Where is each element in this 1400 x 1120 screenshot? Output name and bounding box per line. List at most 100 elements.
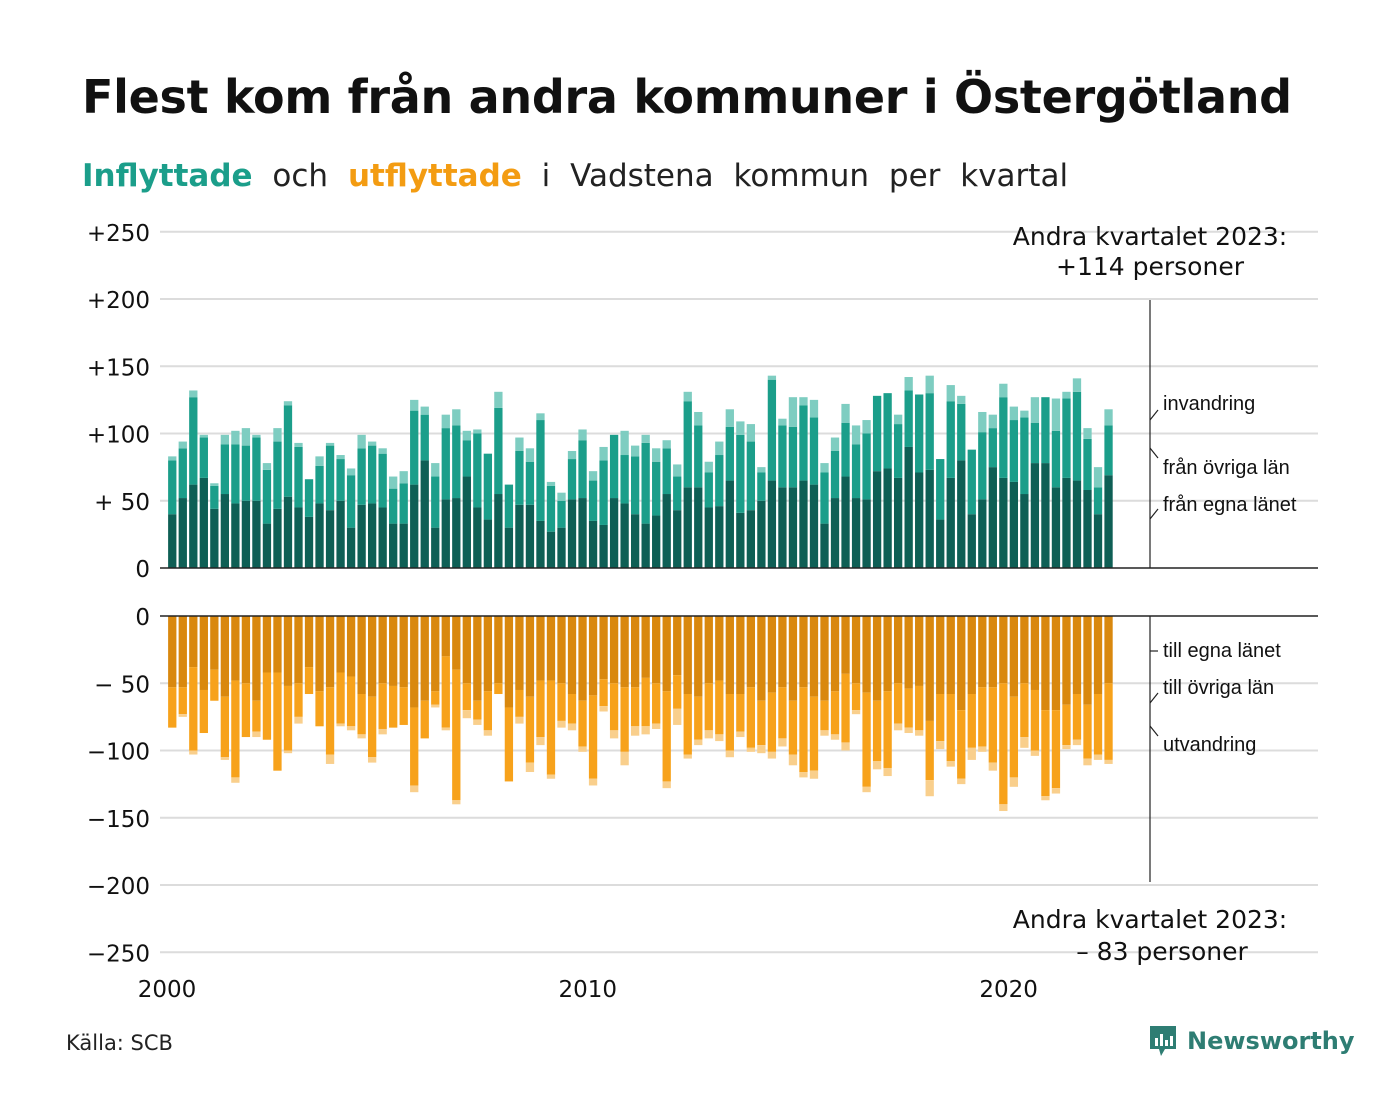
bar-fran-ovriga-lan <box>399 483 408 524</box>
bar-till-egna-lanet <box>1009 616 1019 697</box>
annotation-top-line1: Andra kvartalet 2023: <box>1013 222 1287 251</box>
bar-utvandring <box>715 734 724 742</box>
bar-till-ovriga-lan <box>231 680 240 778</box>
bar-utvandring <box>872 761 882 770</box>
bar-utvandring <box>978 746 987 752</box>
bar-till-egna-lanet <box>357 616 366 695</box>
bar-fran-ovriga-lan <box>420 414 429 461</box>
bar-till-ovriga-lan <box>452 669 461 801</box>
bar-fran-ovriga-lan <box>883 393 892 469</box>
bar-utvandring <box>673 708 682 725</box>
bar-till-egna-lanet <box>546 616 556 681</box>
bar-till-ovriga-lan <box>767 692 777 752</box>
bar-till-egna-lanet <box>893 616 903 684</box>
bar-invandring <box>283 401 293 406</box>
bar-till-ovriga-lan <box>620 687 629 752</box>
bar-invandring <box>673 464 682 477</box>
bar-till-ovriga-lan <box>515 689 524 717</box>
bar-invandring <box>1051 398 1061 431</box>
bar-fran-egna-lanet <box>1030 463 1040 568</box>
bar-utvandring <box>630 726 640 736</box>
bar-invandring <box>588 471 598 481</box>
bar-utvandring <box>736 731 745 738</box>
bar-invandring <box>557 492 566 501</box>
bar-fran-egna-lanet <box>325 510 335 568</box>
bar-utvandring <box>1030 750 1040 756</box>
bar-utvandring <box>557 720 566 728</box>
bar-till-egna-lanet <box>178 616 187 688</box>
bar-invandring <box>904 377 913 391</box>
bar-fran-egna-lanet <box>283 496 293 568</box>
bar-fran-ovriga-lan <box>1093 487 1103 515</box>
bar-till-ovriga-lan <box>178 687 187 715</box>
bar-utvandring <box>452 800 461 805</box>
bar-till-egna-lanet <box>630 616 640 688</box>
bar-till-egna-lanet <box>410 616 419 708</box>
bar-invandring <box>420 406 429 415</box>
bar-utvandring <box>883 767 892 777</box>
bar-utvandring <box>578 746 587 752</box>
bar-fran-ovriga-lan <box>557 500 566 528</box>
bar-invandring <box>599 446 608 461</box>
bar-utvandring <box>662 781 671 789</box>
bar-till-egna-lanet <box>957 616 966 711</box>
bar-fran-egna-lanet <box>673 510 682 568</box>
bar-fran-egna-lanet <box>978 499 987 568</box>
bar-invandring <box>778 418 787 426</box>
bar-till-egna-lanet <box>304 616 314 668</box>
bar-fran-ovriga-lan <box>494 407 503 495</box>
bar-invandring <box>1093 467 1103 488</box>
legend-till-ovriga-lan: till övriga län <box>1163 677 1274 699</box>
bar-invandring <box>630 445 640 457</box>
bar-fran-egna-lanet <box>231 503 240 568</box>
bar-fran-egna-lanet <box>515 504 524 568</box>
bar-fran-egna-lanet <box>536 520 545 568</box>
bar-till-egna-lanet <box>473 616 482 701</box>
bar-invandring <box>273 428 282 442</box>
bar-till-egna-lanet <box>652 616 661 684</box>
bar-fran-ovriga-lan <box>546 485 556 532</box>
bar-till-ovriga-lan <box>788 700 798 755</box>
bar-till-egna-lanet <box>1083 616 1092 705</box>
bar-invandring <box>389 476 398 489</box>
bar-fran-ovriga-lan <box>441 428 450 500</box>
bar-invandring <box>809 399 819 418</box>
bar-fran-egna-lanet <box>199 477 208 568</box>
bar-fran-ovriga-lan <box>757 472 766 501</box>
bar-invandring <box>241 428 251 446</box>
bar-fran-egna-lanet <box>851 498 861 568</box>
bar-fran-ovriga-lan <box>841 422 850 477</box>
bar-till-ovriga-lan <box>757 700 766 746</box>
bar-till-egna-lanet <box>872 616 882 701</box>
newsworthy-logo-text: Newsworthy <box>1187 1027 1355 1055</box>
bar-invandring <box>662 440 671 449</box>
bar-fran-egna-lanet <box>736 512 745 568</box>
bar-invandring <box>294 442 303 447</box>
bar-utvandring <box>925 780 934 797</box>
bar-till-egna-lanet <box>820 616 829 701</box>
bar-utvandring <box>694 739 703 746</box>
bar-invandring <box>862 420 871 434</box>
bar-fran-ovriga-lan <box>599 460 608 525</box>
bar-till-ovriga-lan <box>325 687 335 755</box>
bar-utvandring <box>483 730 493 736</box>
bar-fran-egna-lanet <box>431 527 440 568</box>
bar-till-ovriga-lan <box>957 710 966 779</box>
bar-utvandring <box>1072 739 1082 746</box>
bar-fran-egna-lanet <box>273 508 282 568</box>
bar-fran-egna-lanet <box>420 460 429 568</box>
bar-till-ovriga-lan <box>241 683 251 738</box>
bar-till-egna-lanet <box>557 616 566 684</box>
bar-invandring <box>788 397 798 427</box>
bar-till-ovriga-lan <box>504 707 514 782</box>
bar-till-egna-lanet <box>883 616 892 692</box>
y-tick-label-bottom: −150 <box>87 807 150 833</box>
bar-invandring <box>536 413 545 421</box>
bar-invandring <box>946 385 955 402</box>
bar-fran-egna-lanet <box>578 498 587 568</box>
subtitle-vadstena: Vadstena <box>570 158 714 194</box>
bar-fran-egna-lanet <box>494 494 503 568</box>
bar-fran-egna-lanet <box>1093 514 1103 568</box>
bar-utvandring <box>1041 796 1050 801</box>
bar-utvandring <box>178 714 187 717</box>
